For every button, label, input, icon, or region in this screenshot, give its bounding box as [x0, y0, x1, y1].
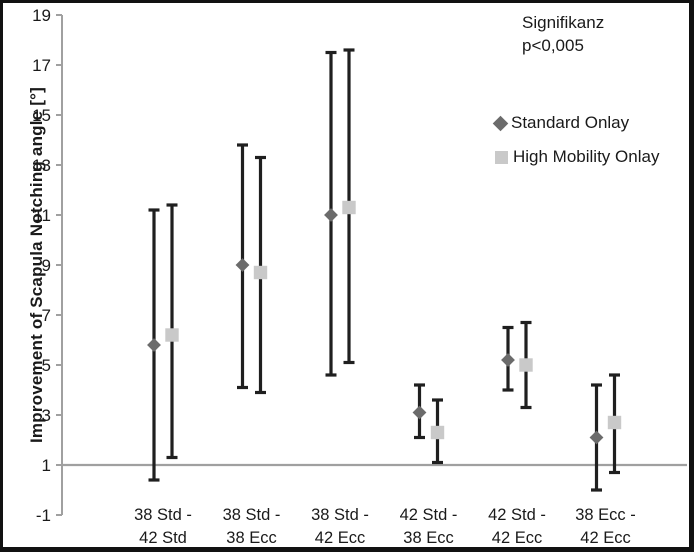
data-point-marker: [342, 200, 356, 215]
data-point-marker: [235, 258, 250, 272]
y-tick-label: 11: [33, 206, 51, 225]
legend-label: Standard Onlay: [511, 113, 630, 132]
x-category-label: 38 Std -: [311, 506, 369, 524]
x-category-label: 42 Std -: [400, 506, 458, 524]
legend-label: High Mobility Onlay: [513, 147, 660, 166]
x-category-label: 42 Ecc: [315, 529, 365, 547]
y-tick-label: 19: [32, 6, 51, 25]
data-point-marker: [607, 415, 622, 430]
x-category-label: 42 Std: [139, 529, 187, 547]
significance-annotation: Signifikanz p<0,005: [522, 11, 604, 57]
chart-plot: 19 17 15 13 11 9 7 5 3 1 -1 38 Std - 42 Std 38 Std - 3…: [32, 6, 687, 547]
significance-line1: Signifikanz: [522, 13, 605, 32]
y-axis-title: Improvement of Scapula Notching angle [°…: [27, 87, 46, 443]
data-point-marker: [519, 358, 533, 372]
data-point-marker: [253, 265, 268, 280]
data-point-marker: [147, 338, 161, 352]
x-category-label: 38 Std -: [134, 506, 192, 524]
y-tick-label: 9: [42, 256, 51, 275]
y-tick-label: 17: [32, 56, 51, 75]
diamond-icon: [492, 115, 509, 131]
data-point-marker: [501, 353, 515, 367]
legend-item-standard-onlay: Standard Onlay: [492, 113, 659, 133]
square-icon: [495, 150, 508, 164]
legend-item-high-mobility-onlay: High Mobility Onlay: [495, 147, 659, 167]
y-tick-label: 7: [42, 306, 51, 325]
y-tick-label: 13: [32, 156, 51, 175]
y-tick-label: 5: [42, 356, 51, 375]
x-category-label: 38 Ecc: [403, 529, 453, 547]
y-tick-label: -1: [36, 506, 51, 525]
x-category-label: 38 Ecc -: [575, 506, 636, 524]
legend: Standard Onlay High Mobility Onlay: [492, 113, 659, 181]
x-category-label: 42 Std -: [488, 506, 546, 524]
y-tick-label: 3: [42, 406, 51, 425]
data-point-marker: [165, 328, 179, 342]
y-tick-label: 15: [32, 106, 51, 125]
x-category-label: 42 Ecc: [492, 529, 542, 547]
data-point-marker: [324, 208, 338, 222]
data-point-marker: [589, 430, 604, 445]
x-category-label: 38 Std -: [223, 506, 281, 524]
data-point-marker: [412, 405, 427, 420]
x-category-label: 38 Ecc: [226, 529, 276, 547]
x-category-label: 42 Ecc: [580, 529, 630, 547]
data-point-marker: [430, 425, 445, 440]
significance-line2: p<0,005: [522, 36, 584, 55]
y-tick-label: 1: [42, 456, 51, 475]
